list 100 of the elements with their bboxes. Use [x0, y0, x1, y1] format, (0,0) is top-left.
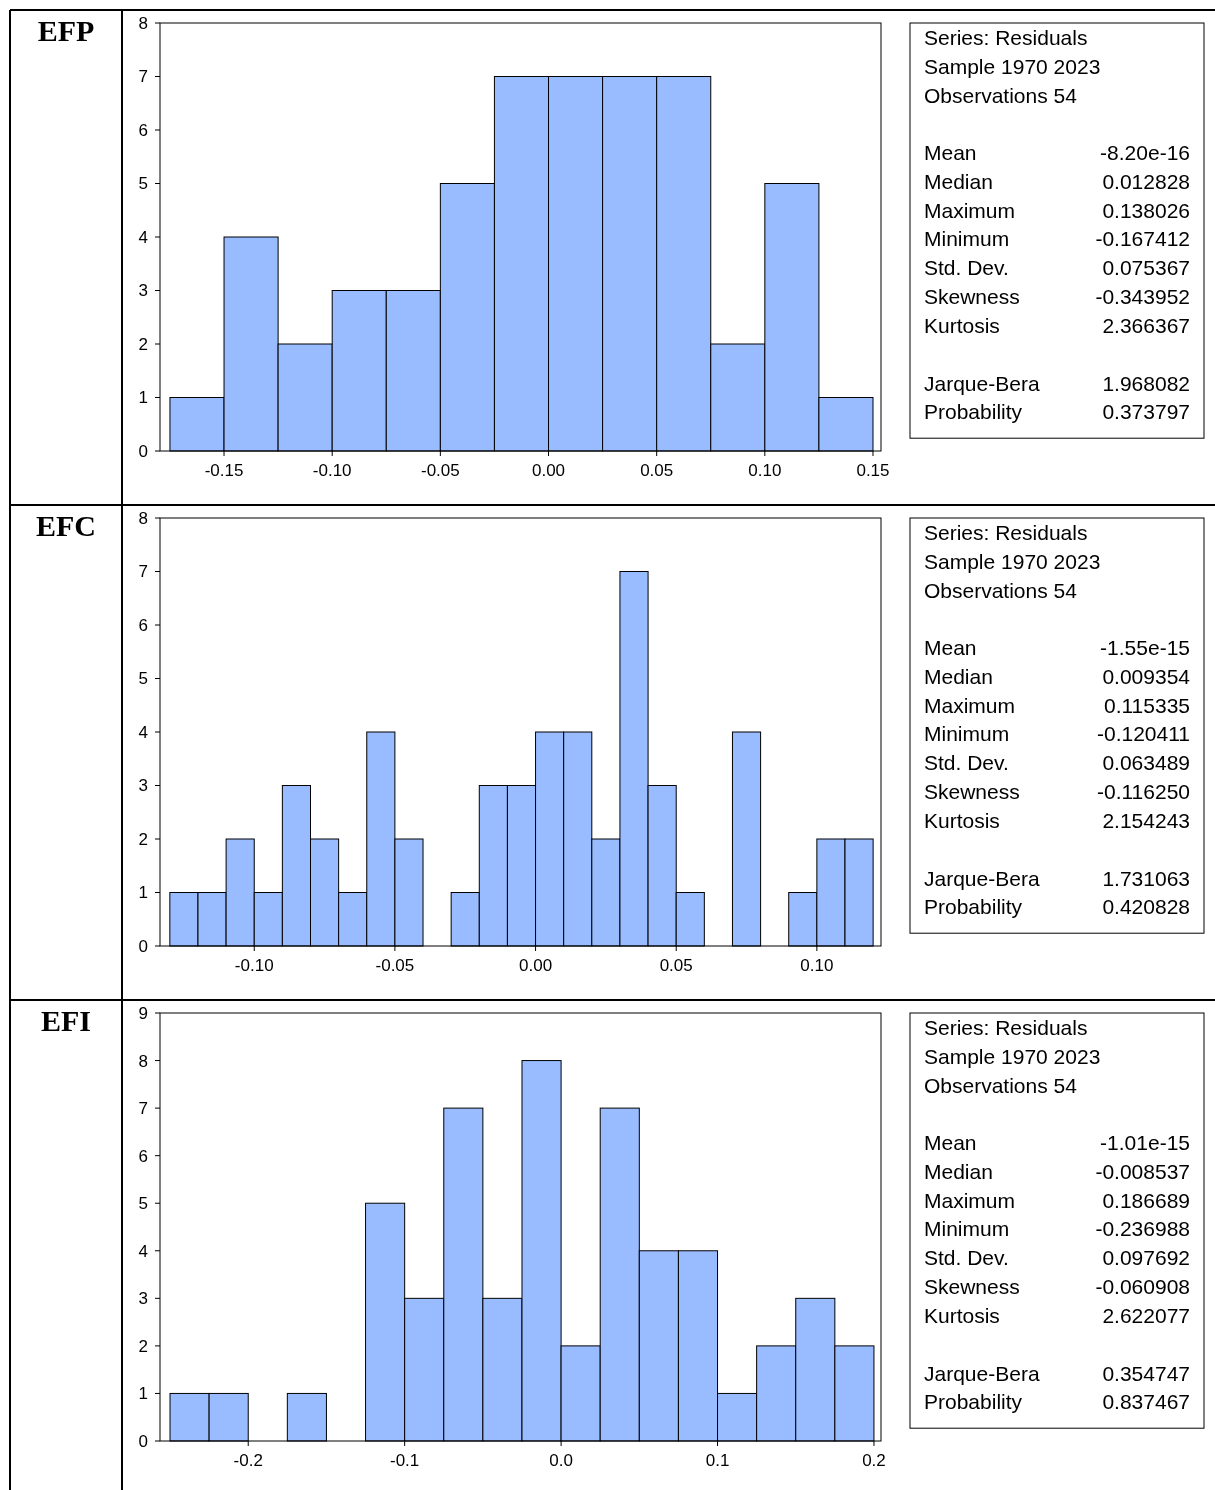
y-tick-label: 7 — [138, 67, 148, 87]
text: Kurtosis — [924, 313, 1000, 337]
text: 0.097692 — [1102, 1246, 1190, 1270]
text: 2.622077 — [1102, 1303, 1190, 1327]
x-tick-label: -0.2 — [233, 1451, 263, 1470]
y-tick-label: 9 — [138, 1003, 148, 1023]
text: Probability — [924, 1390, 1023, 1414]
y-tick-label: 5 — [138, 1194, 148, 1214]
y-tick-label: 5 — [138, 174, 148, 194]
text: -0.060908 — [1095, 1275, 1190, 1298]
text: Sample 1970 2023 — [924, 550, 1101, 573]
y-tick-label: 4 — [138, 722, 148, 742]
text: Maximum — [924, 198, 1016, 222]
text: 0.420828 — [1102, 895, 1190, 919]
x-tick-label: 0.10 — [800, 956, 834, 975]
text: -8.20e-16 — [1100, 141, 1190, 164]
x-tick-label: 0.10 — [748, 461, 782, 480]
text: 2.154243 — [1102, 808, 1190, 832]
y-tick-label: 0 — [138, 936, 148, 956]
y-tick-label: 7 — [138, 562, 148, 582]
text: 0.009354 — [1102, 664, 1191, 688]
y-tick-label: 0 — [138, 1431, 148, 1451]
x-tick-label: -0.05 — [375, 956, 415, 975]
y-tick-label: 1 — [138, 883, 148, 903]
text: 0.138026 — [1102, 198, 1190, 222]
text: 1.731063 — [1102, 866, 1190, 890]
text: Probability — [924, 895, 1023, 919]
x-tick-label: 0.1 — [705, 1451, 730, 1470]
text: Jarque-Bera — [924, 371, 1040, 395]
text: Std. Dev. — [924, 751, 1009, 775]
text: Series: Residuals — [924, 521, 1088, 544]
text: Probability — [924, 400, 1023, 424]
y-tick-label: 2 — [138, 334, 148, 354]
text: Std. Dev. — [924, 256, 1009, 280]
text: Mean — [924, 636, 977, 659]
chart-title: EFI — [40, 1004, 92, 1037]
text: Skewness — [924, 1275, 1020, 1298]
text: Median — [924, 1159, 993, 1183]
text: -0.008537 — [1095, 1159, 1190, 1183]
y-tick-label: 6 — [138, 615, 148, 635]
text: Series: Residuals — [924, 1016, 1088, 1039]
y-tick-label: 4 — [138, 1241, 148, 1261]
y-tick-label: 6 — [138, 1146, 148, 1166]
x-tick-label: 0.15 — [856, 461, 890, 480]
y-tick-label: 0 — [138, 441, 148, 461]
chart-title: EFC — [36, 509, 96, 542]
y-tick-label: 2 — [138, 829, 148, 849]
y-tick-label: 5 — [138, 669, 148, 689]
text: Jarque-Bera — [924, 866, 1040, 890]
x-tick-label: 0.05 — [659, 956, 693, 975]
text: Mean — [924, 141, 977, 164]
x-tick-label: 0.00 — [519, 956, 553, 975]
text: 0.837467 — [1102, 1390, 1190, 1414]
text: Skewness — [924, 780, 1020, 803]
text: 1.968082 — [1102, 371, 1190, 395]
text: Sample 1970 2023 — [924, 55, 1101, 78]
text: Observations 54 — [924, 1074, 1078, 1097]
text: Median — [924, 664, 993, 688]
text: 0.186689 — [1102, 1188, 1190, 1212]
text: 0.354747 — [1102, 1361, 1190, 1385]
y-tick-label: 7 — [138, 1099, 148, 1119]
x-tick-label: -0.1 — [390, 1451, 420, 1470]
text: Series: Residuals — [924, 26, 1088, 49]
text: -0.343952 — [1095, 285, 1190, 308]
text: 2.366367 — [1102, 313, 1190, 337]
text: Sample 1970 2023 — [924, 1045, 1101, 1068]
text: Mean — [924, 1131, 977, 1154]
x-tick-label: 0.2 — [862, 1451, 886, 1470]
chart-title: EFP — [37, 14, 95, 47]
text: Maximum — [924, 1188, 1016, 1212]
text: Std. Dev. — [924, 1246, 1009, 1270]
text: Minimum — [924, 1217, 1010, 1241]
text: -0.167412 — [1095, 227, 1190, 251]
text: 0.373797 — [1102, 400, 1190, 424]
y-tick-label: 6 — [138, 120, 148, 140]
text: Minimum — [924, 227, 1010, 251]
text: Skewness — [924, 285, 1020, 308]
text: -0.116250 — [1096, 780, 1190, 803]
text: -1.55e-15 — [1100, 636, 1190, 659]
text: -0.236988 — [1095, 1217, 1190, 1241]
y-tick-label: 8 — [138, 1051, 148, 1071]
text: Median — [924, 169, 993, 193]
y-tick-label: 3 — [138, 281, 148, 301]
y-tick-label: 3 — [138, 1289, 148, 1309]
text: Observations 54 — [924, 579, 1078, 602]
x-tick-label: -0.10 — [312, 461, 352, 480]
text: Jarque-Bera — [924, 1361, 1040, 1385]
x-tick-label: 0.00 — [531, 461, 566, 480]
y-tick-label: 8 — [138, 13, 148, 33]
text: Observations 54 — [924, 84, 1078, 107]
text: 0.075367 — [1102, 256, 1190, 280]
x-tick-label: 0.0 — [549, 1451, 573, 1470]
x-tick-label: -0.05 — [420, 461, 460, 480]
y-tick-label: 1 — [138, 388, 148, 408]
y-tick-label: 4 — [138, 227, 148, 247]
text: Minimum — [924, 722, 1010, 746]
text: 0.115335 — [1103, 693, 1190, 717]
text: Kurtosis — [924, 1303, 1000, 1327]
y-tick-label: 2 — [138, 1336, 148, 1356]
text: Maximum — [924, 693, 1016, 717]
